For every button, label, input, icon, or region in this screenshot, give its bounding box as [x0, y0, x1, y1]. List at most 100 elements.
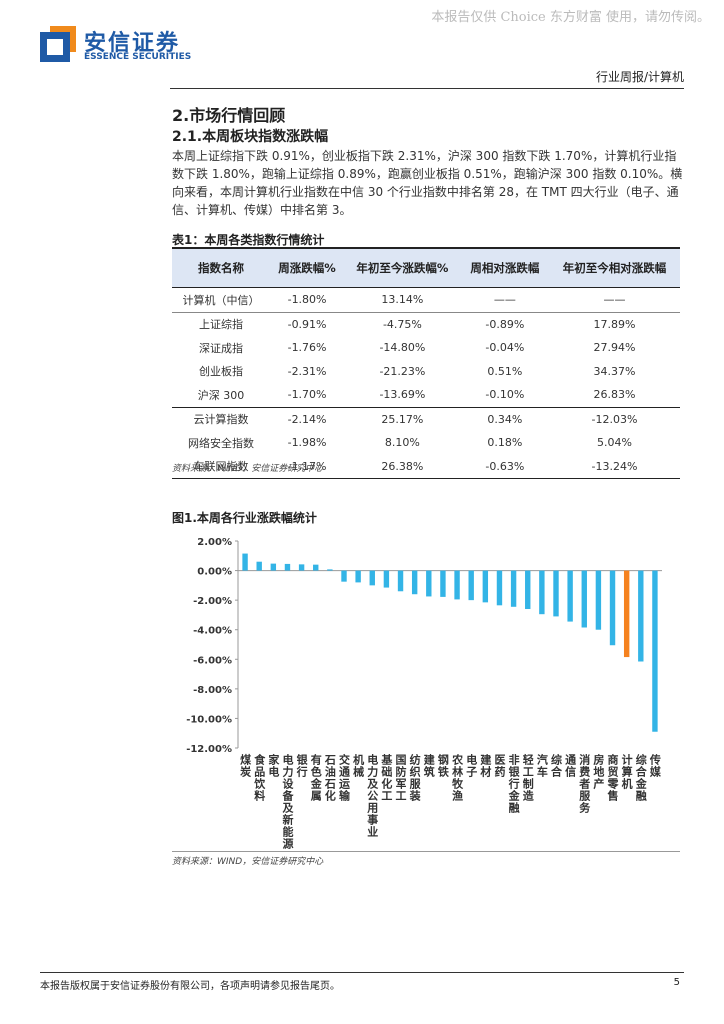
table-cell: 创业板指 [199, 365, 244, 379]
table-cell: -0.91% [287, 317, 327, 331]
table-cell: 0.51% [487, 364, 523, 378]
table-row: 深证成指 -1.76% -14.80% -0.04% 27.94% [172, 336, 680, 360]
column-header: 周相对涨跌幅 [460, 247, 549, 288]
y-tick-label: 2.00% [197, 537, 232, 548]
table-cell: 云计算指数 [193, 413, 249, 427]
bar [313, 564, 319, 571]
x-tick-label: 钢铁 [436, 753, 449, 778]
x-tick-label: 传媒 [648, 753, 662, 778]
report-type: 行业周报/计算机 [595, 70, 684, 84]
bar [284, 563, 291, 571]
x-tick-label: 综合 [550, 753, 563, 778]
x-tick-label: 国防军工 [394, 754, 407, 802]
bar [426, 570, 432, 597]
chart-source: 资料来源：WIND，安信证券研究中心 [172, 851, 680, 867]
y-tick-label: 0.00% [197, 567, 232, 578]
bar [623, 570, 630, 658]
table-row: 网络安全指数 -1.98% 8.10% 0.18% 5.04% [172, 431, 680, 455]
x-tick-label: 商贸零售 [606, 753, 620, 802]
x-tick-label: 有色金属 [309, 753, 323, 802]
section-subtitle: 2.1.本周板块指数涨跌幅 [172, 129, 329, 145]
bar [581, 570, 587, 628]
bar [609, 570, 616, 646]
table-cell: —— [603, 293, 626, 307]
y-tick-label: -2.00% [193, 596, 232, 607]
table-row: 云计算指数 -2.14% 25.17% 0.34% -12.03% [172, 407, 680, 431]
y-tick-label: -10.00% [186, 714, 232, 725]
table-row: 计算机（中信） -1.80% 13.14% —— —— [172, 288, 680, 312]
table-cell: 深证成指 [199, 341, 244, 355]
bar [482, 570, 489, 603]
bar [270, 563, 277, 571]
x-tick-label: 煤炭 [239, 753, 252, 778]
bar [454, 570, 460, 600]
x-tick-label: 轻工制造 [521, 753, 534, 802]
x-tick-label: 基础化工 [380, 753, 394, 802]
x-tick-label: 房地产 [592, 753, 605, 790]
table-cell: 沪深 300 [197, 388, 245, 402]
bar [525, 570, 531, 610]
bar [327, 569, 333, 571]
table-cell: 0.34% [487, 412, 523, 426]
table-row: 沪深 300 -1.70% -13.69% -0.10% 26.83% [172, 383, 680, 407]
x-tick-label: 计算机 [620, 753, 634, 790]
chart: 2.00% 0.00% -2.00% -4.00% -6.00% -8.00% -10.00… [186, 537, 662, 850]
table-cell: 27.94% [593, 341, 636, 355]
bar [539, 570, 545, 615]
watermark: 本报告仅供 Choice 东方财富 使用，请勿传阅。 [431, 10, 710, 25]
table-cell: 0.18% [487, 436, 523, 450]
bar [652, 570, 658, 732]
table-cell: 17.89% [593, 317, 636, 331]
footer-rule [40, 972, 684, 973]
header-rule [170, 88, 684, 89]
bar [440, 570, 446, 597]
bar [553, 570, 559, 617]
x-tick-label: 家电 [267, 753, 280, 778]
y-tick-label: -12.00% [186, 744, 232, 755]
table-cell: 26.38% [381, 459, 424, 473]
table-row: 上证综指 -0.91% -4.75% -0.89% 17.89% [172, 312, 680, 336]
table-cell: 25.17% [381, 412, 424, 426]
x-tick-label: 建材 [479, 753, 492, 778]
x-tick-label: 食品饮料 [253, 753, 267, 802]
bar [595, 570, 602, 630]
bar [355, 570, 361, 583]
table-cell: -13.24% [591, 459, 638, 473]
table-cell: -2.31% [287, 364, 327, 378]
table-cell: -12.03% [591, 412, 638, 426]
table-cell: -1.76% [287, 341, 327, 355]
table-cell: 网络安全指数 [188, 436, 255, 450]
x-tick-label: 电力及公用事业 [366, 753, 379, 838]
x-tick-label: 银行 [295, 753, 309, 778]
table-cell: 5.04% [597, 436, 632, 450]
footer-disclaimer: 本报告版权属于安信证券股份有限公司，各项声明请参见报告尾页。 [40, 981, 340, 992]
column-header: 周涨跌幅% [270, 247, 345, 288]
x-tick-label: 电力设备及新能源 [281, 753, 295, 850]
column-header: 年初至今相对涨跌幅 [548, 247, 680, 288]
x-tick-label: 纺织服装 [408, 753, 422, 802]
table-cell: —— [493, 293, 516, 307]
y-tick-label: -8.00% [193, 685, 232, 696]
bar [638, 570, 644, 662]
table-cell: 8.10% [384, 436, 420, 450]
table-row: 创业板指 -2.31% -21.23% 0.51% 34.37% [172, 360, 680, 384]
x-tick-label: 建筑 [422, 753, 435, 778]
bar [256, 561, 262, 571]
table-cell: -1.17% [287, 459, 327, 473]
bar [242, 553, 248, 571]
logo-english: ESSENCE SECURITIES [84, 52, 192, 62]
chart-title: 图1.本周各行业涨跌幅统计 [172, 511, 317, 525]
bar [383, 570, 390, 588]
table-cell: -1.80% [287, 293, 327, 307]
table-cell: -0.63% [485, 459, 525, 473]
table-cell: -4.75% [382, 317, 422, 331]
table-cell: 车联网指数 [193, 460, 249, 474]
bar [341, 570, 347, 582]
logo-mark [40, 26, 76, 62]
x-tick-label: 电子 [465, 753, 478, 778]
x-tick-label: 消费者服务 [578, 753, 592, 814]
column-header: 年初至今涨跌幅% [344, 247, 461, 288]
x-tick-label: 医药 [493, 754, 506, 778]
table-cell: -1.98% [287, 436, 327, 450]
